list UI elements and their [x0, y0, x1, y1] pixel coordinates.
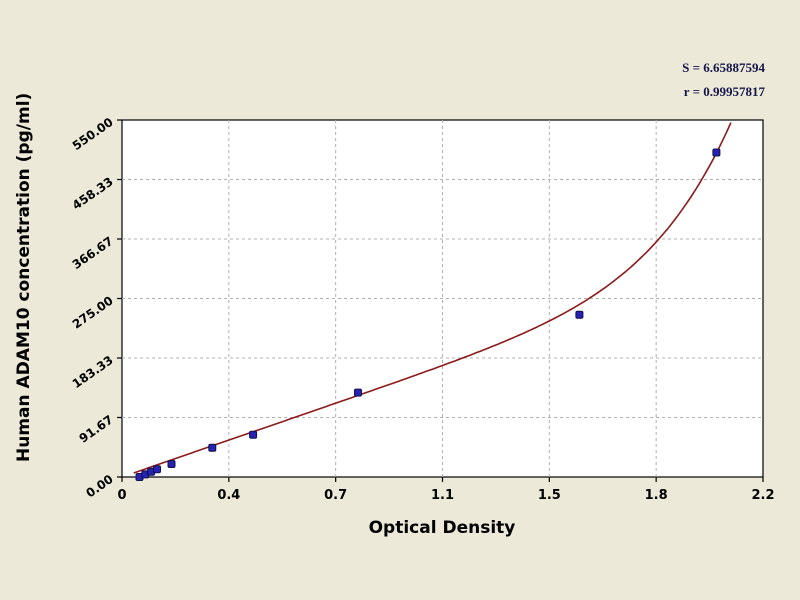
svg-text:183.33: 183.33 — [70, 353, 116, 391]
svg-text:458.33: 458.33 — [70, 174, 116, 212]
s-statistic: S = 6.65887594 — [682, 60, 765, 75]
svg-text:91.67: 91.67 — [77, 412, 116, 445]
svg-text:275.00: 275.00 — [70, 293, 116, 331]
svg-text:1.8: 1.8 — [645, 488, 668, 503]
svg-text:0.00: 0.00 — [83, 472, 115, 500]
svg-text:2.2: 2.2 — [751, 488, 774, 503]
svg-text:366.67: 366.67 — [70, 234, 116, 272]
svg-text:1.1: 1.1 — [431, 488, 454, 503]
r-statistic: r = 0.99957817 — [683, 84, 765, 99]
svg-text:550.00: 550.00 — [70, 115, 116, 153]
svg-text:0.7: 0.7 — [324, 488, 347, 503]
svg-text:0: 0 — [117, 488, 126, 503]
y-axis-title: Human ADAM10 concentration (pg/ml) — [14, 92, 34, 462]
x-axis-title: Optical Density — [368, 518, 516, 538]
svg-text:1.5: 1.5 — [538, 488, 561, 503]
svg-text:0.4: 0.4 — [217, 488, 240, 503]
